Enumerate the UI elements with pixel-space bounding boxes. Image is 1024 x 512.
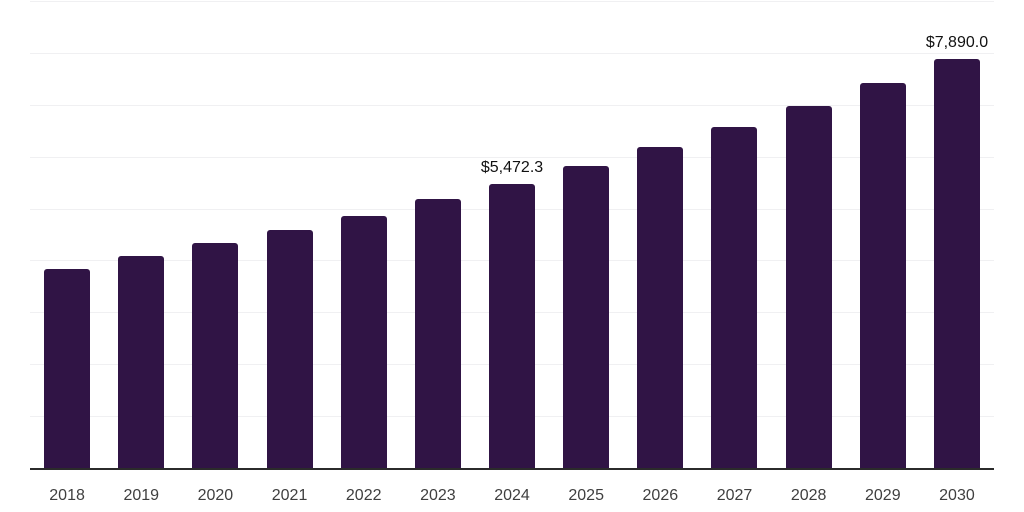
- bar-2023: [414, 199, 461, 468]
- x-tick-label-2025: 2025: [568, 487, 604, 504]
- bar-2021: [266, 230, 313, 468]
- bar-2029: [859, 82, 906, 468]
- bar-2019: [118, 256, 165, 468]
- gridline: [30, 1, 994, 2]
- bars-row: $5,472.3 $7,890.0: [30, 1, 994, 468]
- bar-value-label-2024: $5,472.3: [480, 159, 544, 177]
- x-tick-label-2019: 2019: [123, 487, 160, 504]
- bar-2025: [563, 166, 610, 468]
- bar-slot-2020: [178, 1, 252, 468]
- x-tick-label-2024: 2024: [494, 487, 530, 504]
- x-tick-label-2026: 2026: [642, 487, 679, 504]
- gridline: [30, 104, 994, 106]
- bar-slot-2019: [104, 1, 178, 468]
- bar-slot-2022: [327, 1, 401, 468]
- bar-2027: [711, 127, 758, 468]
- bar-2024: [489, 184, 536, 468]
- x-tick-label-2020: 2020: [197, 487, 234, 504]
- plot-area: $5,472.3 $7,890.0: [30, 1, 994, 470]
- x-tick-label-2028: 2028: [790, 487, 827, 504]
- gridline: [30, 52, 994, 54]
- bar-2022: [340, 216, 387, 468]
- x-tick-label-2030: 2030: [939, 487, 975, 504]
- x-tick-label-2022: 2022: [345, 487, 382, 504]
- bar-slot-2026: [623, 1, 697, 468]
- bar-slot-2028: [772, 1, 846, 468]
- bar-slot-2030: $7,890.0: [920, 1, 994, 468]
- x-tick-label-2029: 2029: [865, 487, 901, 504]
- bar-2026: [637, 147, 684, 468]
- x-tick-label-2018: 2018: [49, 487, 85, 504]
- x-axis-labels: 2018 2019 2020 2021 2022 2023 2024 2025 2026 2027…: [30, 486, 994, 505]
- x-tick-label-2027: 2027: [716, 487, 753, 504]
- bar-2030: [933, 58, 980, 468]
- bar-2020: [192, 243, 239, 468]
- gridline: [30, 156, 994, 158]
- x-tick-label-2021: 2021: [271, 487, 308, 504]
- x-tick-label-2023: 2023: [420, 487, 456, 504]
- bar-slot-2027: [697, 1, 771, 468]
- bar-slot-2024: $5,472.3: [475, 1, 549, 468]
- bar-slot-2025: [549, 1, 623, 468]
- bar-2028: [785, 105, 832, 468]
- bar-2018: [44, 268, 91, 468]
- bar-slot-2018: [30, 1, 104, 468]
- bar-slot-2023: [401, 1, 475, 468]
- bar-slot-2021: [252, 1, 326, 468]
- bar-slot-2029: [846, 1, 920, 468]
- bar-value-label-2030: $7,890.0: [925, 33, 989, 51]
